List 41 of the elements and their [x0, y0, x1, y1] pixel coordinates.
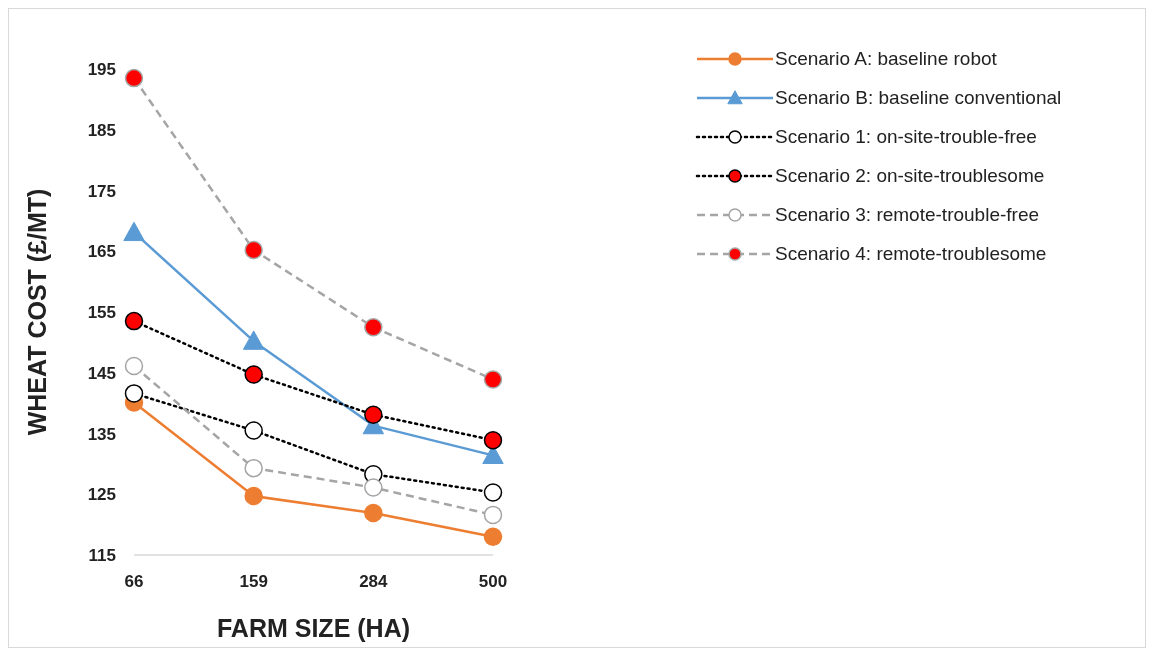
y-tick-label: 185: [87, 120, 116, 140]
x-tick-label: 500: [478, 572, 508, 592]
x-tick-label: 66: [124, 572, 144, 592]
point: [483, 370, 503, 389]
y-axis-title: WHEAT COST (£/MT): [22, 188, 51, 436]
point: [124, 384, 144, 403]
y-tick-label: 135: [87, 424, 116, 444]
legend-label: Scenario 1: on-site-trouble-free: [775, 125, 1037, 148]
y-tick-label: 125: [87, 485, 116, 505]
legend-label: Scenario 4: remote-troublesome: [775, 242, 1047, 265]
y-tick-label: 155: [87, 303, 116, 323]
point: [244, 458, 263, 478]
point: [483, 430, 503, 450]
point: [364, 478, 383, 497]
legend-label: Scenario 3: remote-trouble-free: [775, 203, 1040, 226]
point: [244, 365, 263, 384]
legend-label: Scenario B: baseline conventional: [775, 86, 1062, 109]
y-tick-label: 195: [87, 60, 116, 80]
y-tick-label: 165: [87, 242, 116, 262]
x-axis-title: FARM SIZE (HA): [216, 614, 411, 642]
x-tick-label: 284: [359, 572, 389, 592]
point: [244, 486, 263, 506]
y-tick-label: 145: [87, 363, 116, 383]
y-tick-label: 115: [88, 546, 116, 566]
legend-label: Scenario A: baseline robot: [775, 47, 997, 70]
point: [244, 240, 263, 260]
legend-label: Scenario 2: on-site-troublesome: [775, 164, 1045, 187]
point: [124, 311, 144, 331]
point: [123, 221, 145, 242]
y-tick-label: 175: [87, 181, 116, 201]
point: [124, 69, 144, 88]
point: [364, 503, 383, 523]
x-tick-label: 159: [239, 572, 268, 592]
point: [242, 330, 265, 350]
point: [364, 317, 383, 337]
point: [124, 356, 144, 376]
point: [364, 405, 383, 424]
point: [483, 505, 503, 525]
point: [483, 483, 503, 502]
point: [244, 421, 263, 440]
point: [483, 527, 503, 547]
